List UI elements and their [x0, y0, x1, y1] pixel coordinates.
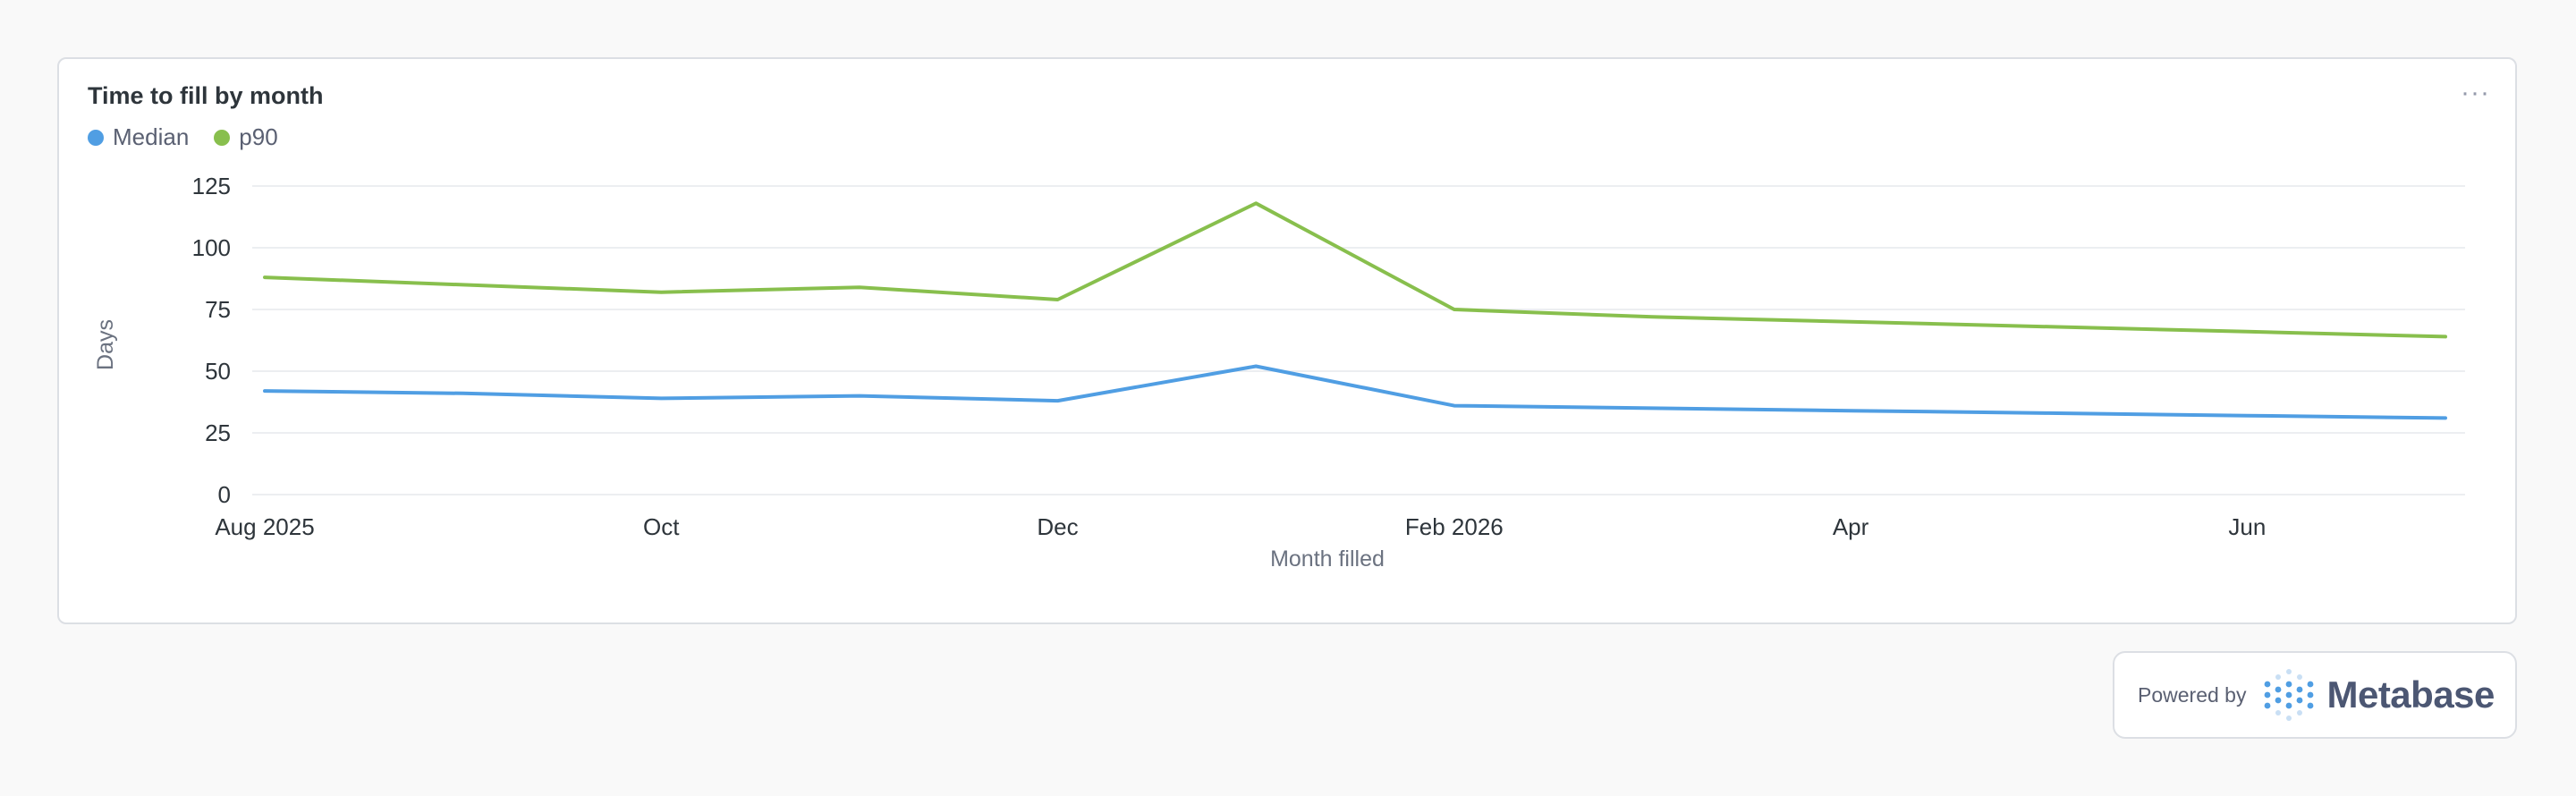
x-tick-label: Apr: [1833, 513, 1869, 540]
data-point-median[interactable]: [458, 388, 469, 399]
data-point-p90[interactable]: [2044, 321, 2055, 332]
data-point-median[interactable]: [854, 391, 865, 402]
legend: Median p90: [88, 123, 278, 151]
data-point-median[interactable]: [1053, 395, 1063, 406]
legend-item-median[interactable]: Median: [88, 123, 189, 151]
data-point-p90[interactable]: [854, 282, 865, 292]
x-axis-label: Month filled: [1270, 546, 1385, 572]
data-point-median[interactable]: [259, 385, 270, 396]
powered-by-label: Powered by: [2138, 682, 2247, 707]
x-tick-label: Aug 2025: [215, 513, 314, 540]
powered-by-badge[interactable]: Powered by Metabase: [2113, 651, 2517, 739]
y-tick-label: 100: [192, 234, 231, 261]
card-title[interactable]: Time to fill by month: [88, 82, 324, 109]
data-point-median[interactable]: [2241, 411, 2252, 421]
data-point-p90[interactable]: [1053, 294, 1063, 305]
data-point-p90[interactable]: [1845, 317, 1856, 327]
line-chart: 0 25 50 75 100 125 Aug 2025 Oct Dec Feb 2026 Apr Ju…: [93, 173, 2465, 572]
metabase-logo-icon: [2265, 669, 2314, 721]
data-point-median[interactable]: [656, 393, 666, 403]
x-tick-label: Feb 2026: [1405, 513, 1504, 540]
x-tick-label: Dec: [1037, 513, 1078, 540]
x-tick-label: Jun: [2228, 513, 2266, 540]
more-options-icon[interactable]: ···: [2461, 78, 2490, 107]
y-tick-label: 75: [205, 296, 231, 323]
y-tick-label: 0: [218, 481, 231, 508]
data-point-median[interactable]: [1449, 401, 1460, 411]
data-point-median[interactable]: [1647, 402, 1657, 413]
data-point-p90[interactable]: [2241, 326, 2252, 337]
metabase-brand-name: Metabase: [2326, 673, 2495, 716]
x-tick-label: Oct: [643, 513, 680, 540]
y-tick-label: 25: [205, 419, 231, 446]
legend-label-p90: p90: [239, 123, 278, 150]
data-point-median[interactable]: [2440, 412, 2451, 423]
data-point-p90[interactable]: [458, 279, 469, 290]
data-point-p90[interactable]: [1250, 198, 1261, 208]
y-tick-label: 50: [205, 358, 231, 385]
legend-dot-p90: [214, 129, 231, 146]
legend-item-p90[interactable]: p90: [214, 123, 278, 151]
data-point-p90[interactable]: [1647, 311, 1657, 322]
data-point-p90[interactable]: [259, 272, 270, 283]
series-line-median[interactable]: [263, 364, 2447, 420]
y-axis-label: Days: [93, 319, 118, 370]
series-line-p90[interactable]: [263, 201, 2447, 339]
data-point-median[interactable]: [1845, 405, 1856, 416]
data-point-median[interactable]: [1250, 360, 1261, 371]
chart-card: Time to fill by month ··· Median p90 0 25…: [57, 57, 2517, 624]
data-point-p90[interactable]: [1449, 304, 1460, 315]
data-point-p90[interactable]: [2440, 331, 2451, 342]
data-point-p90[interactable]: [656, 287, 666, 298]
y-tick-label: 125: [192, 173, 231, 199]
legend-dot-median: [88, 129, 104, 146]
legend-label-median: Median: [113, 123, 190, 150]
data-point-median[interactable]: [2044, 408, 2055, 419]
